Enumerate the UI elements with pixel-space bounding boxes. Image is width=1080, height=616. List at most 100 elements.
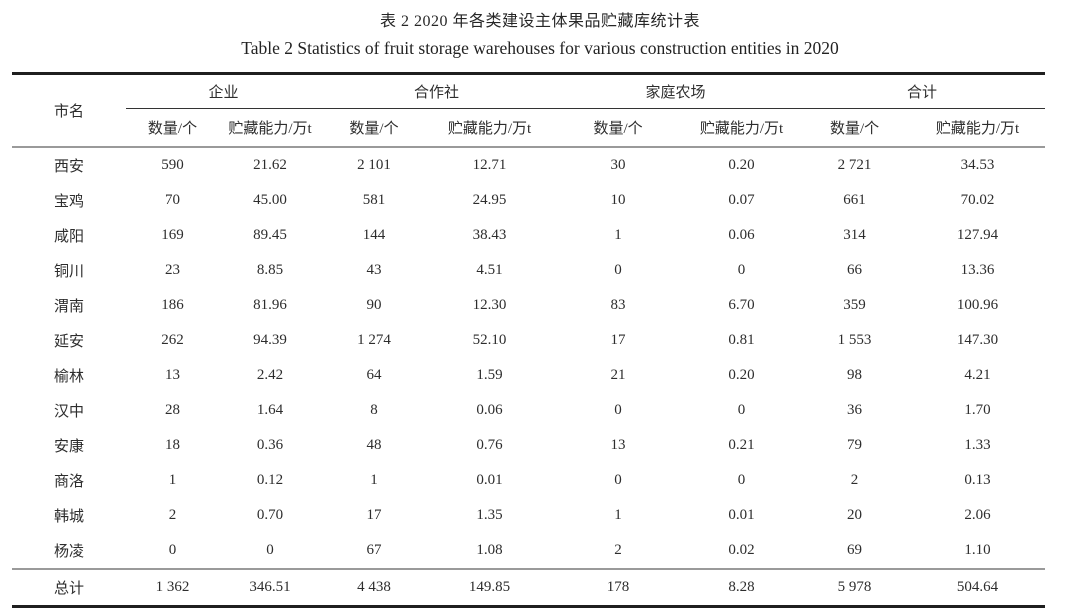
value-cell: 1 274 xyxy=(357,332,391,348)
total-label-cell: 总计 xyxy=(12,568,126,607)
city-cell: 渭南 xyxy=(53,299,84,315)
value-cell: 81.96 xyxy=(253,297,287,313)
city-cell: 西安 xyxy=(53,159,84,175)
value-cell: 69 xyxy=(847,542,863,558)
statistics-table: 市名 企业 合作社 家庭农场 合计 数量/个 贮藏能力/万t 数量/个 贮藏能力… xyxy=(12,72,1046,608)
group-header-cooperative: 合作社 xyxy=(321,73,553,109)
value-cell: 2.06 xyxy=(964,507,991,523)
value-cell: 13 xyxy=(165,367,180,383)
value-cell: 186 xyxy=(161,297,184,313)
value-cell: 1.64 xyxy=(256,402,284,418)
value-cell: 21.62 xyxy=(253,157,287,173)
value-cell: 67 xyxy=(366,542,382,558)
city-cell: 韩城 xyxy=(53,509,84,525)
value-cell: 0.02 xyxy=(728,542,755,558)
table-row: 铜川 23 8.85 43 4.51 0 0 66 13.36 xyxy=(12,253,1045,288)
value-cell: 89.45 xyxy=(253,227,287,243)
value-cell: 0 xyxy=(168,542,177,558)
value-cell: 0.06 xyxy=(728,227,755,243)
value-cell: 314 xyxy=(843,227,866,243)
value-cell: 1 xyxy=(614,507,622,523)
table-row: 西安 590 21.62 2 101 12.71 30 0.20 2 721 34.53 xyxy=(12,147,1045,183)
subheader-capacity: 贮藏能力/万t xyxy=(219,108,322,148)
value-cell: 12.71 xyxy=(472,157,507,173)
value-cell: 0.76 xyxy=(476,437,503,453)
value-cell: 100.96 xyxy=(956,297,999,313)
value-cell: 24.95 xyxy=(472,192,507,208)
value-cell: 0.12 xyxy=(256,472,284,488)
value-cell: 79 xyxy=(847,437,863,453)
value-cell: 2.42 xyxy=(256,367,284,383)
value-cell: 45.00 xyxy=(253,192,287,208)
header-group-row: 市名 企业 合作社 家庭农场 合计 xyxy=(12,73,1046,148)
value-cell: 43 xyxy=(366,262,382,278)
city-cell: 汉中 xyxy=(53,404,84,420)
value-cell: 2 xyxy=(168,507,177,523)
value-cell: 0 xyxy=(266,542,274,558)
value-cell: 94.39 xyxy=(253,332,287,348)
value-cell: 147.30 xyxy=(956,332,999,348)
table-row: 杨凌 0 0 67 1.08 2 0.02 69 1.10 xyxy=(12,533,1045,569)
value-cell: 13 xyxy=(610,437,626,453)
value-cell: 4.21 xyxy=(964,367,991,383)
table-row: 渭南 186 81.96 90 12.30 83 6.70 359 100.96 xyxy=(12,288,1045,323)
table-caption-zh: 表 2 2020 年各类建设主体果品贮藏库统计表 xyxy=(379,13,700,30)
table-row: 汉中 28 1.64 8 0.06 0 0 36 1.70 xyxy=(12,393,1045,428)
value-cell: 70.02 xyxy=(960,192,995,208)
table-row: 韩城 2 0.70 17 1.35 1 0.01 20 2.06 xyxy=(12,498,1045,533)
city-cell: 宝鸡 xyxy=(53,194,84,210)
value-cell: 0.20 xyxy=(728,367,755,383)
value-cell: 169 xyxy=(161,227,184,243)
value-cell: 144 xyxy=(362,227,386,243)
value-cell: 70 xyxy=(165,192,180,208)
value-cell: 0.36 xyxy=(256,437,284,453)
header-sub-row: 数量/个 贮藏能力/万t 数量/个 贮藏能力/万t 数量/个 贮藏能力/万t 数… xyxy=(12,108,1046,148)
value-cell: 90 xyxy=(366,297,382,313)
value-cell: 0.70 xyxy=(256,507,284,523)
subheader-count: 数量/个 xyxy=(126,108,219,148)
table-row: 咸阳 169 89.45 144 38.43 1 0.06 314 127.94 xyxy=(12,218,1045,253)
subheader-count: 数量/个 xyxy=(552,108,685,148)
value-cell: 4.51 xyxy=(476,262,503,278)
value-cell: 17 xyxy=(610,332,626,348)
total-value-cell: 149.85 xyxy=(427,568,553,607)
value-cell: 127.94 xyxy=(956,227,999,243)
value-cell: 8 xyxy=(370,402,378,418)
total-value-cell: 1 362 xyxy=(126,568,219,607)
value-cell: 1 xyxy=(370,472,378,488)
value-cell: 0.01 xyxy=(728,507,755,523)
value-cell: 98 xyxy=(847,367,863,383)
group-header-total: 合计 xyxy=(799,73,1046,109)
value-cell: 23 xyxy=(165,262,180,278)
value-cell: 1.35 xyxy=(476,507,503,523)
value-cell: 0 xyxy=(737,472,746,488)
value-cell: 18 xyxy=(165,437,180,453)
subheader-count: 数量/个 xyxy=(799,108,911,148)
table-row: 延安 262 94.39 1 274 52.10 17 0.81 1 553 147.30 xyxy=(12,323,1045,358)
subheader-capacity: 贮藏能力/万t xyxy=(684,108,800,148)
value-cell: 17 xyxy=(366,507,382,523)
value-cell: 6.70 xyxy=(728,297,755,313)
total-value-cell: 5 978 xyxy=(799,568,911,607)
value-cell: 21 xyxy=(610,367,626,383)
value-cell: 1.08 xyxy=(476,542,503,558)
city-column-header: 市名 xyxy=(12,73,126,148)
value-cell: 1.10 xyxy=(964,542,991,558)
subheader-count: 数量/个 xyxy=(321,108,428,148)
value-cell: 38.43 xyxy=(472,227,507,243)
value-cell: 0.81 xyxy=(728,332,755,348)
subheader-capacity: 贮藏能力/万t xyxy=(427,108,553,148)
city-cell: 榆林 xyxy=(53,369,84,385)
value-cell: 0 xyxy=(614,402,622,418)
value-cell: 10 xyxy=(610,192,626,208)
table-caption-en: Table 2 Statistics of fruit storage ware… xyxy=(241,38,839,58)
value-cell: 590 xyxy=(161,157,184,173)
value-cell: 13.36 xyxy=(960,262,995,278)
value-cell: 0 xyxy=(614,472,622,488)
value-cell: 48 xyxy=(366,437,382,453)
city-cell: 杨凌 xyxy=(53,544,84,560)
table-row: 宝鸡 70 45.00 581 24.95 10 0.07 661 70.02 xyxy=(12,183,1045,218)
value-cell: 1.59 xyxy=(476,367,503,383)
total-value-cell: 178 xyxy=(552,568,685,607)
statistics-table-wrap: 市名 企业 合作社 家庭农场 合计 数量/个 贮藏能力/万t 数量/个 贮藏能力… xyxy=(12,72,1046,608)
